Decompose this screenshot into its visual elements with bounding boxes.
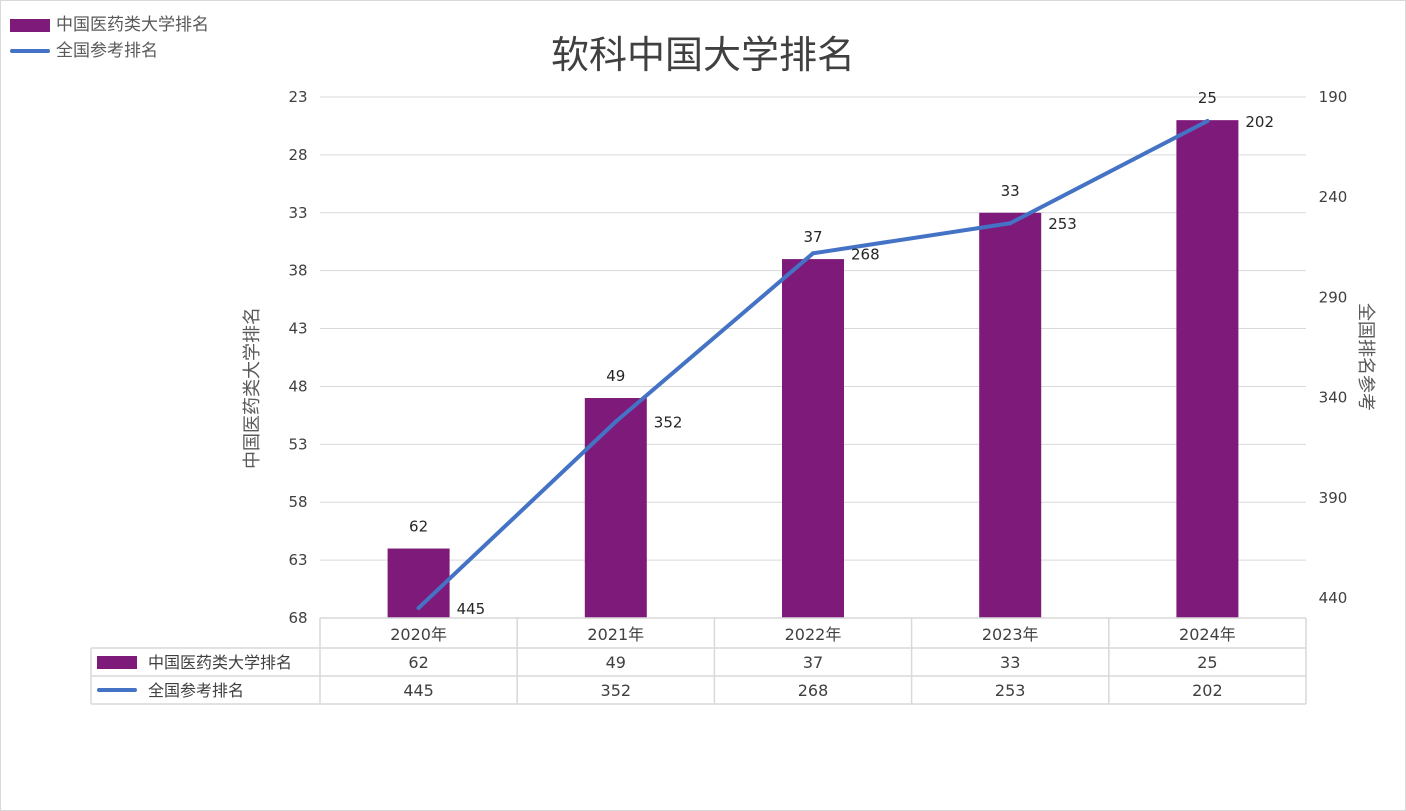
x-category-label: 2020年 bbox=[390, 625, 447, 644]
x-category-label: 2021年 bbox=[587, 625, 644, 644]
legend-item-bar: 中国医药类大学排名 bbox=[10, 10, 209, 35]
table-cell: 49 bbox=[606, 653, 626, 672]
legend-bar-label: 中国医药类大学排名 bbox=[56, 15, 209, 35]
y-left-tick-label: 63 bbox=[288, 551, 307, 569]
x-category-label: 2022年 bbox=[785, 625, 842, 644]
bar-data-label: 62 bbox=[409, 518, 428, 536]
bar bbox=[782, 259, 844, 618]
x-category-label: 2024年 bbox=[1179, 625, 1236, 644]
y-left-tick-label: 28 bbox=[288, 146, 307, 164]
legend-line-swatch bbox=[10, 49, 50, 53]
y-left-tick-label: 43 bbox=[288, 320, 307, 338]
y-right-tick-label: 290 bbox=[1319, 288, 1348, 306]
bar-data-label: 25 bbox=[1198, 89, 1217, 107]
y-right-tick-label: 390 bbox=[1319, 489, 1348, 507]
line-data-label: 202 bbox=[1245, 113, 1274, 131]
line-point bbox=[811, 251, 815, 256]
line-point bbox=[416, 605, 421, 610]
table-cell: 33 bbox=[1000, 653, 1020, 672]
y-left-tick-label: 58 bbox=[288, 493, 307, 511]
table-cell: 62 bbox=[408, 653, 428, 672]
y-right-axis-title: 全国排名参考 bbox=[1355, 303, 1376, 411]
y-left-tick-label: 48 bbox=[288, 377, 307, 395]
table-row-label: 全国参考排名 bbox=[148, 681, 244, 700]
y-right-tick-label: 190 bbox=[1319, 88, 1348, 106]
legend-bar-swatch bbox=[10, 18, 50, 32]
line-data-label: 268 bbox=[851, 245, 880, 263]
bar-data-label: 33 bbox=[1001, 182, 1020, 200]
line-data-label: 352 bbox=[654, 414, 683, 432]
line-data-label: 253 bbox=[1048, 215, 1077, 233]
table-row-label: 中国医药类大学排名 bbox=[148, 653, 292, 672]
y-left-tick-label: 23 bbox=[288, 88, 307, 106]
table-cell: 352 bbox=[601, 681, 632, 700]
y-left-tick-label: 38 bbox=[288, 262, 307, 280]
table-cell: 445 bbox=[403, 681, 434, 700]
y-right-tick-label: 440 bbox=[1319, 589, 1348, 607]
table-cell: 253 bbox=[995, 681, 1026, 700]
legend-item-line: 全国参考排名 bbox=[10, 36, 158, 61]
bar bbox=[1176, 120, 1239, 619]
table-line-swatch bbox=[97, 688, 137, 692]
chart-title: 软科中国大学排名 bbox=[550, 33, 855, 77]
legend-line-label: 全国参考排名 bbox=[56, 41, 158, 61]
y-left-tick-label: 33 bbox=[288, 204, 307, 222]
table-cell: 268 bbox=[798, 681, 829, 700]
table-cell: 37 bbox=[803, 653, 823, 672]
bar bbox=[584, 398, 647, 618]
bar-data-label: 37 bbox=[803, 228, 822, 246]
bar bbox=[979, 212, 1042, 618]
table-cell: 25 bbox=[1197, 653, 1217, 672]
y-left-tick-label: 68 bbox=[288, 609, 307, 627]
line-data-label: 445 bbox=[457, 600, 486, 618]
bar-data-label: 49 bbox=[606, 367, 625, 385]
y-left-tick-label: 53 bbox=[288, 435, 307, 453]
y-left-axis-title: 中国医药类大学排名 bbox=[242, 307, 263, 469]
line-point bbox=[1205, 119, 1210, 124]
y-right-tick-label: 340 bbox=[1319, 389, 1348, 407]
line-point bbox=[613, 419, 618, 424]
table-cell: 202 bbox=[1192, 681, 1223, 700]
x-category-label: 2023年 bbox=[982, 625, 1039, 644]
line-point bbox=[1008, 221, 1013, 226]
table-bar-swatch bbox=[97, 656, 137, 669]
y-right-tick-label: 240 bbox=[1319, 188, 1348, 206]
